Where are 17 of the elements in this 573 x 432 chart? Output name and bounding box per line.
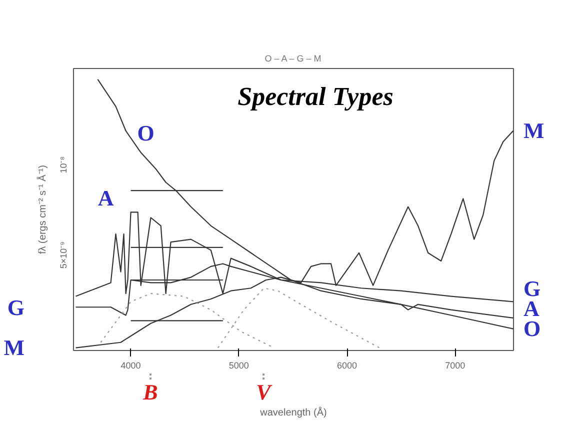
x-tick-label: 6000	[337, 360, 358, 370]
text: 5×10⁻⁹	[58, 241, 68, 269]
y-axis-title: fλ (ergs cm⁻² s⁻¹ Å⁻¹)	[36, 165, 48, 254]
annotation: M	[4, 335, 25, 360]
chart-title: Spectral Types	[238, 82, 394, 112]
x-tick-label: 4000	[120, 360, 141, 370]
annotation: O	[137, 120, 154, 146]
annotation: G	[7, 295, 25, 320]
series-label: M	[524, 118, 544, 143]
annotation: A	[98, 185, 114, 210]
text: 10⁻⁸	[58, 156, 68, 174]
chart-subtitle: O – A – G – M	[264, 54, 322, 64]
x-tick-label: 7000	[445, 360, 466, 370]
legend-label: V	[256, 380, 274, 404]
legend-label: B	[142, 380, 158, 404]
x-tick-label: 5000	[228, 360, 249, 370]
x-axis-title: wavelength (Å)	[259, 406, 327, 418]
